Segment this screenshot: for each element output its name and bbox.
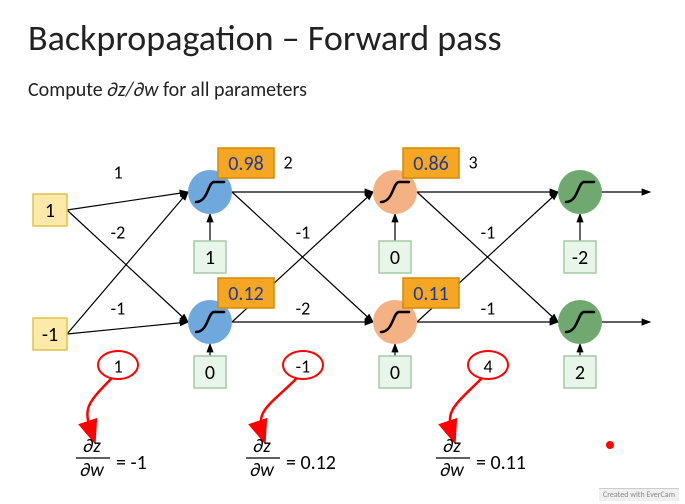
- gradient-label: ∂z∂w = 0.12: [246, 435, 336, 482]
- layer-index: 3: [468, 151, 477, 173]
- slide-title: Backpropagation – Forward pass: [28, 16, 502, 60]
- edge-weight: 1: [113, 355, 122, 377]
- svg-text:∂z: ∂z: [253, 435, 271, 458]
- gradient-label: ∂z∂w = -1: [76, 435, 147, 482]
- edge-weight: -1: [296, 221, 311, 243]
- subtitle-prefix: Compute: [28, 78, 107, 102]
- svg-text:= 0.12: = 0.12: [286, 451, 336, 475]
- edge-weight: -1: [296, 355, 311, 377]
- layer-index: 2: [283, 151, 292, 173]
- laser-pointer: [606, 441, 614, 449]
- edge-weight: -1: [481, 297, 496, 319]
- svg-text:∂z: ∂z: [83, 435, 101, 458]
- svg-text:= -1: = -1: [116, 451, 147, 475]
- svg-text:∂w: ∂w: [440, 459, 464, 482]
- subtitle-suffix: for all parameters: [158, 78, 306, 102]
- gradient-arrow: [261, 378, 297, 440]
- input-value: 1: [45, 199, 55, 223]
- gradient-arrow: [450, 378, 482, 440]
- subtitle-math: ∂z/∂w: [107, 78, 158, 102]
- bias-value: 0: [390, 361, 400, 385]
- bias-value: 1: [205, 246, 215, 270]
- edge-weight: -2: [296, 297, 311, 319]
- svg-text:= 0.11: = 0.11: [476, 451, 526, 475]
- gradient-arrow: [87, 378, 112, 440]
- svg-text:∂z: ∂z: [443, 435, 461, 458]
- bias-value: 0: [205, 361, 215, 385]
- edge-weight: 4: [483, 355, 492, 377]
- bias-value: 2: [575, 361, 585, 385]
- network-diagram: 1 -1 1 0 0.98 0.12 2 0 0 0.86 0.11 3 -2 2 1 -2 -1 1 -1 -2 -1…: [0, 110, 685, 504]
- activation-value: 0.11: [413, 282, 448, 306]
- edge-weight: -2: [111, 221, 126, 243]
- gradient-label: ∂z∂w = 0.11: [436, 435, 526, 482]
- svg-text:∂w: ∂w: [250, 459, 274, 482]
- activation-node: [558, 170, 602, 214]
- edge-weight: -1: [481, 221, 496, 243]
- activation-value: 0.86: [413, 152, 448, 176]
- svg-text:∂w: ∂w: [80, 459, 104, 482]
- activation-value: 0.98: [228, 152, 263, 176]
- footer-watermark: Created with EverCam: [599, 488, 679, 501]
- bias-value: -2: [572, 246, 588, 270]
- edge-weight: 1: [113, 161, 122, 183]
- bias-value: 0: [390, 246, 400, 270]
- slide-subtitle: Compute ∂z/∂w for all parameters: [28, 78, 307, 102]
- edge-weight: -1: [111, 297, 126, 319]
- activation-node: [558, 300, 602, 344]
- activation-value: 0.12: [228, 282, 263, 306]
- input-value: -1: [42, 323, 58, 347]
